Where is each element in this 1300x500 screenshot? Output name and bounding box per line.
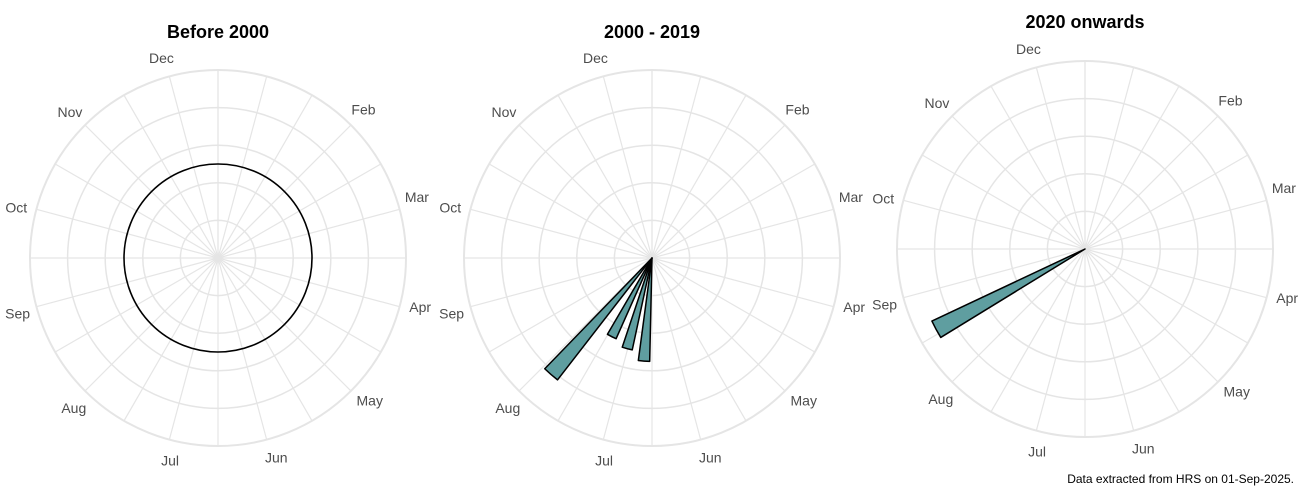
polar-bar-4 (543, 257, 653, 381)
month-label-feb: Feb (351, 101, 375, 117)
grid-spoke (488, 257, 653, 353)
polar-bar-3 (606, 257, 653, 340)
grid-spoke (651, 257, 834, 308)
month-label-feb: Feb (785, 101, 809, 117)
full-circle-mark (123, 163, 313, 353)
grid-spoke (651, 257, 747, 422)
month-label-jul: Jul (161, 452, 179, 468)
month-label-dec: Dec (583, 50, 608, 66)
month-label-nov: Nov (492, 104, 517, 120)
month-label-oct: Oct (439, 199, 461, 215)
grid-spoke (470, 208, 653, 259)
grid-spoke (990, 248, 1086, 413)
grid-spoke (651, 257, 786, 392)
grid-spoke (488, 163, 653, 259)
month-label-sep: Sep (872, 297, 897, 313)
grid-spoke (651, 124, 786, 259)
grid-spoke (903, 199, 1086, 250)
grid-spoke (1035, 67, 1086, 250)
month-label-nov: Nov (925, 95, 950, 111)
grid-spoke (1084, 248, 1219, 383)
grid-spoke (651, 257, 702, 440)
grid-spoke (1035, 248, 1086, 431)
month-label-jun: Jun (699, 450, 722, 466)
data-source-caption: Data extracted from HRS on 01-Sep-2025. (1067, 472, 1294, 486)
grid-spoke (470, 257, 653, 308)
month-label-mar: Mar (405, 189, 429, 205)
month-label-jul: Jul (595, 452, 613, 468)
panel-title: 2020 onwards (1025, 12, 1144, 32)
grid-spoke (602, 76, 653, 259)
grid-spoke (557, 94, 653, 259)
month-label-apr: Apr (1276, 290, 1298, 306)
grid-spoke (903, 248, 1086, 299)
grid-spoke (1084, 85, 1180, 250)
grid-spoke (921, 154, 1086, 250)
grid-spoke (1084, 248, 1267, 299)
grid-spoke (1084, 248, 1180, 413)
panel-title: Before 2000 (167, 22, 269, 42)
month-label-mar: Mar (839, 189, 863, 205)
month-label-aug: Aug (61, 400, 86, 416)
month-label-mar: Mar (1272, 180, 1296, 196)
month-label-sep: Sep (439, 306, 464, 322)
grid-spoke (1084, 154, 1249, 250)
month-label-oct: Oct (872, 190, 894, 206)
month-label-jun: Jun (265, 450, 288, 466)
month-label-may: May (357, 392, 383, 408)
grid-spoke (1084, 115, 1219, 250)
polar-panel-2: 2000 - 2019 Dec Feb Mar Apr May Jun Jul Aug Sep Oc… (439, 22, 865, 468)
grid-spoke (518, 124, 653, 259)
grid-spoke (990, 85, 1086, 250)
month-label-oct: Oct (5, 199, 27, 215)
grid-spoke (1084, 248, 1249, 344)
grid-spoke (1084, 248, 1135, 431)
panel-title: 2000 - 2019 (604, 22, 700, 42)
month-label-dec: Dec (149, 50, 174, 66)
grid-spoke (651, 94, 747, 259)
month-label-apr: Apr (843, 299, 865, 315)
polar-panel-1: Before 2000 Dec Feb Mar Apr May Jun Jul Aug Sep Oc… (5, 22, 431, 468)
polar-bar-1 (637, 257, 653, 363)
grid-spoke (651, 163, 816, 259)
grid-spoke (1084, 67, 1135, 250)
month-label-nov: Nov (58, 104, 83, 120)
polar-panel-3: 2020 onwards Dec Feb Mar Apr May Jun Jul Aug Sep O… (872, 12, 1298, 459)
month-label-jul: Jul (1028, 443, 1046, 459)
grid-spoke (651, 257, 816, 353)
grid-spoke (651, 76, 702, 259)
polar-bar-2 (621, 257, 653, 351)
month-label-jun: Jun (1132, 441, 1155, 457)
month-label-aug: Aug (495, 400, 520, 416)
grid-spoke (951, 248, 1086, 383)
month-label-dec: Dec (1016, 41, 1041, 57)
grid-spoke (951, 115, 1086, 250)
month-label-feb: Feb (1218, 92, 1242, 108)
month-label-aug: Aug (928, 391, 953, 407)
month-label-apr: Apr (409, 299, 431, 315)
grid-spoke (651, 208, 834, 259)
grid-spoke (1084, 199, 1267, 250)
month-label-may: May (791, 392, 817, 408)
polar-bar-1 (931, 248, 1086, 339)
month-label-may: May (1224, 383, 1250, 399)
month-label-sep: Sep (5, 306, 30, 322)
